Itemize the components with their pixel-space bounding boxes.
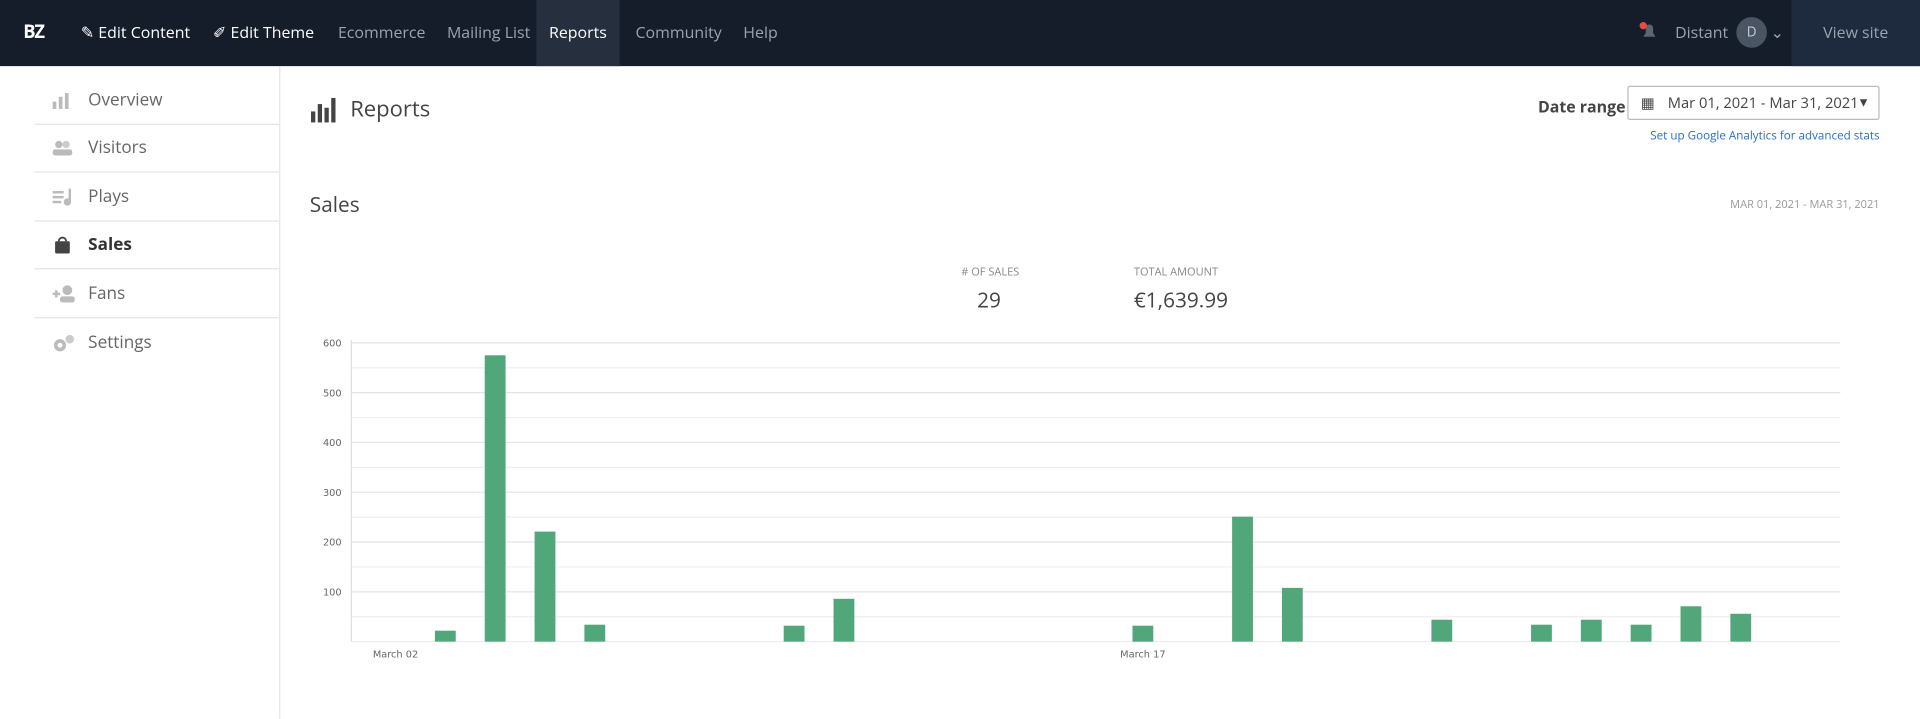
dropdown-caret[interactable]: ⌄ [1770, 20, 1784, 43]
calendar-icon: ▦ [1640, 91, 1655, 113]
bar [1680, 606, 1702, 642]
ga-link[interactable]: Set up Google Analytics for advanced sta… [1650, 127, 1880, 144]
sidebar-item[interactable]: Plays [34, 173, 280, 222]
icon [52, 93, 69, 109]
stat-label: TOTAL AMOUNT [1133, 263, 1219, 280]
nav-item[interactable]: Help [743, 20, 778, 43]
y-tick-label: 300 [323, 488, 342, 499]
icon [55, 236, 70, 254]
y-tick-label: 600 [323, 339, 342, 350]
stat-value: €1,639.99 [1133, 285, 1229, 314]
avatar[interactable]: D [1736, 17, 1767, 48]
nav-item[interactable]: ✐ Edit Theme [213, 20, 315, 43]
y-tick-label: 100 [323, 588, 342, 599]
section-title: Sales [309, 189, 360, 218]
logo[interactable]: BZ [23, 19, 45, 45]
date-range-label: Date range [1537, 95, 1626, 118]
bar [783, 625, 805, 642]
sidebar-label: Fans [88, 281, 126, 305]
bar [1531, 624, 1552, 642]
bar [584, 624, 606, 642]
sidebar-item-active[interactable]: Sales [34, 220, 280, 270]
x-tick-label: March 17 [1120, 650, 1165, 661]
bar [1232, 516, 1253, 642]
nav-item[interactable]: Mailing List [446, 20, 531, 43]
icon [53, 334, 75, 352]
sidebar-item[interactable]: Visitors [34, 124, 280, 173]
caret: ▼ [1859, 95, 1868, 109]
y-tick-label: 400 [323, 438, 342, 449]
icon [52, 188, 72, 206]
sidebar-item[interactable]: Settings [34, 318, 279, 366]
nav-item[interactable]: ✎ Edit Content [80, 20, 191, 43]
sidebar-label: Overview [88, 88, 163, 112]
x-tick-label: March 02 [373, 650, 418, 661]
bar [1431, 619, 1453, 642]
bar [833, 598, 855, 642]
bar [534, 531, 556, 642]
stat-label: # OF SALES [961, 263, 1020, 280]
sidebar-label: Plays [88, 184, 130, 209]
bell-icon[interactable] [1638, 21, 1660, 43]
y-tick-label: 200 [323, 538, 342, 549]
bar [1730, 613, 1752, 642]
bar [434, 630, 456, 642]
nav-item-active[interactable]: Reports [536, 0, 620, 67]
nav-label: Edit Content [98, 20, 191, 43]
section-range: MAR 01, 2021 - MAR 31, 2021 [1730, 195, 1880, 212]
nav-item[interactable]: Community [635, 20, 722, 43]
date-range-value: Mar 01, 2021 - Mar 31, 2021 [1667, 91, 1859, 113]
nav-item[interactable]: Ecommerce [337, 20, 426, 43]
top-nav: BZ ✎ Edit Content ✐ Edit Theme Ecommerce… [0, 0, 1920, 67]
bar [1281, 587, 1303, 642]
sidebar-label: Visitors [88, 135, 147, 160]
stat-value: 29 [977, 285, 1001, 314]
user-name[interactable]: Distant [1675, 20, 1729, 43]
bar [1630, 624, 1652, 642]
sidebar-label: Sales [88, 232, 132, 256]
bar [484, 355, 506, 642]
reports-icon [311, 97, 336, 123]
icon [52, 140, 73, 156]
page-title: Reports [350, 94, 431, 124]
icon [52, 285, 75, 303]
nav-label: Edit Theme [230, 20, 315, 43]
bar [1132, 625, 1154, 642]
date-range-picker[interactable]: ▦ Mar 01, 2021 - Mar 31, 2021 ▼ [1627, 85, 1880, 121]
sidebar-label: Settings [88, 330, 152, 354]
sidebar-item[interactable]: Overview [34, 76, 280, 125]
bar [1580, 619, 1602, 642]
sidebar-item[interactable]: Fans [34, 269, 280, 319]
y-tick-label: 500 [323, 388, 342, 399]
view-site[interactable]: View site [1791, 0, 1920, 67]
sidebar-border [279, 66, 281, 719]
